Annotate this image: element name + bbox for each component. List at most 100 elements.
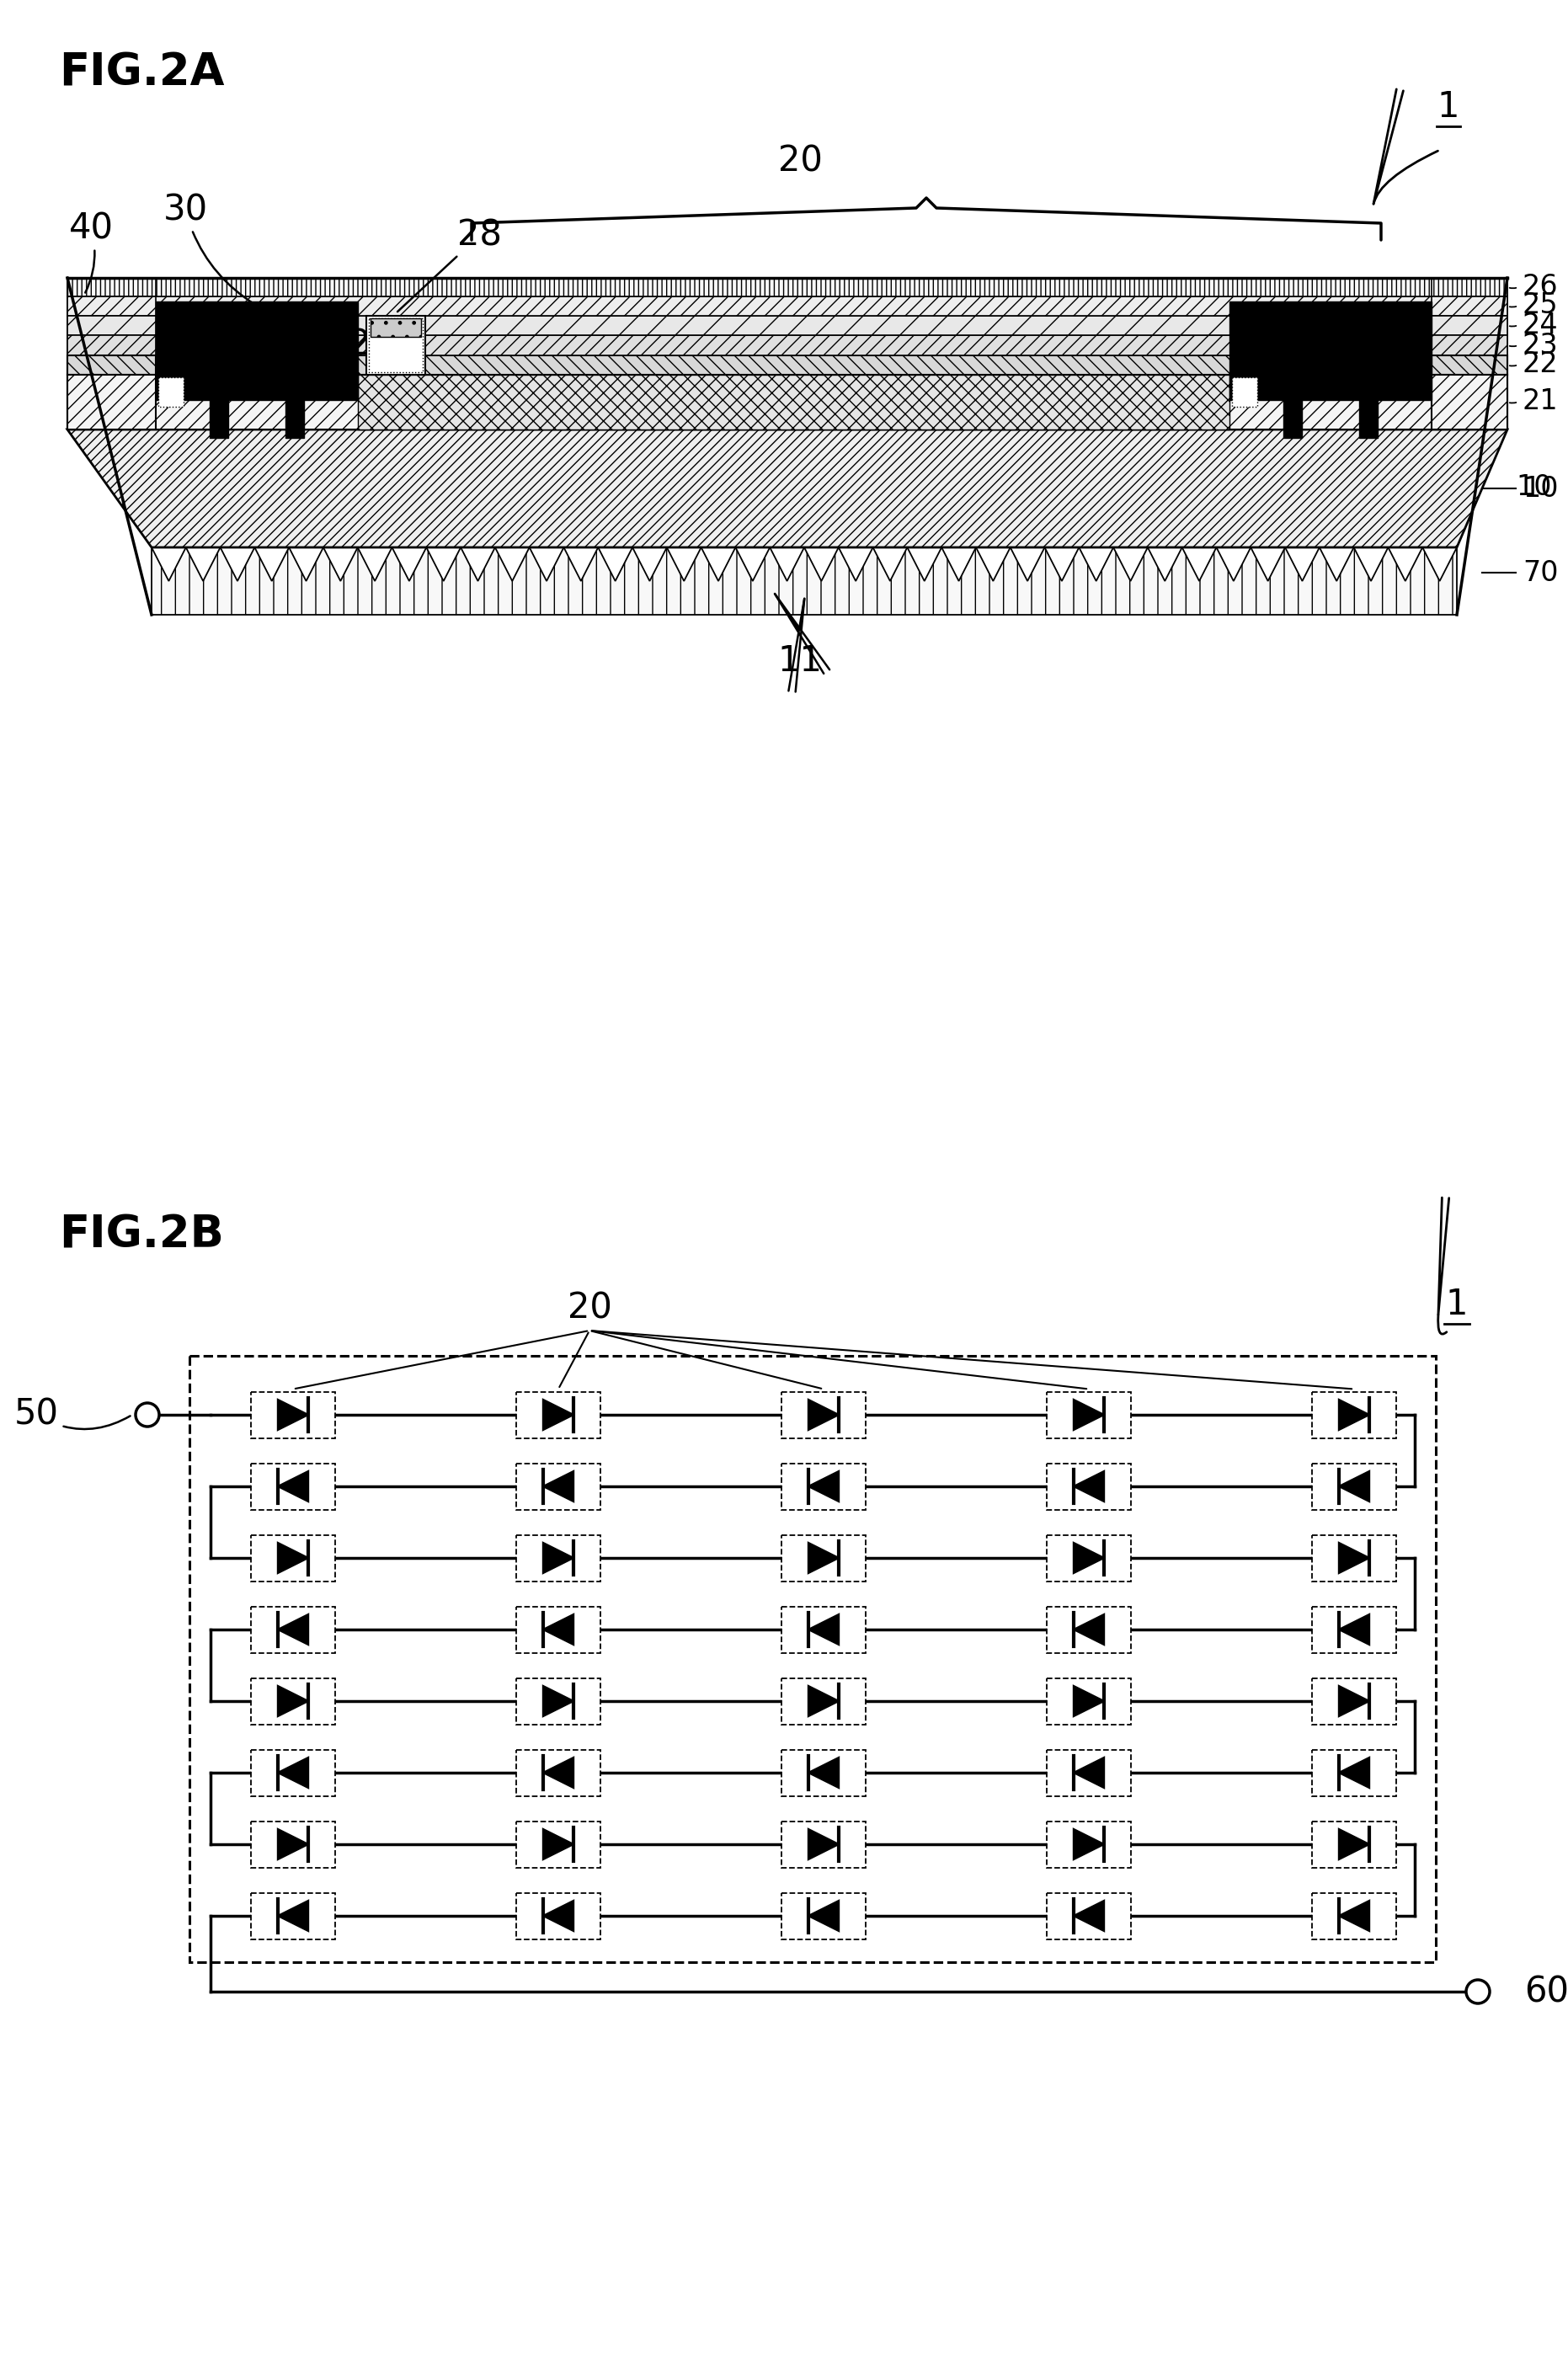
- Polygon shape: [543, 1472, 574, 1501]
- Bar: [155, 302, 358, 376]
- Polygon shape: [152, 548, 1457, 614]
- Text: 20: 20: [778, 144, 822, 180]
- Polygon shape: [278, 1543, 309, 1574]
- Bar: [1229, 302, 1432, 376]
- Bar: [190, 1356, 1436, 1961]
- Circle shape: [1466, 1980, 1490, 2004]
- Bar: [285, 399, 304, 437]
- Bar: [67, 354, 155, 376]
- Text: 1: 1: [1438, 90, 1460, 125]
- Bar: [1432, 295, 1507, 317]
- Bar: [1432, 279, 1507, 295]
- Bar: [1047, 1822, 1131, 1867]
- Bar: [251, 1463, 336, 1510]
- Bar: [251, 1749, 336, 1796]
- Bar: [67, 336, 1507, 354]
- Bar: [781, 1822, 866, 1867]
- Polygon shape: [543, 1614, 574, 1645]
- Bar: [368, 319, 423, 373]
- Bar: [1232, 378, 1258, 406]
- Polygon shape: [278, 1685, 309, 1716]
- Bar: [67, 279, 155, 295]
- Bar: [67, 376, 155, 430]
- Polygon shape: [1339, 1829, 1369, 1860]
- Polygon shape: [278, 1829, 309, 1860]
- Bar: [781, 1607, 866, 1652]
- Bar: [1312, 1463, 1396, 1510]
- Bar: [251, 1893, 336, 1940]
- Bar: [1312, 1392, 1396, 1439]
- Polygon shape: [1074, 1472, 1104, 1501]
- Bar: [67, 279, 1507, 295]
- Bar: [516, 1463, 601, 1510]
- Polygon shape: [543, 1758, 574, 1789]
- Bar: [158, 378, 183, 406]
- Polygon shape: [278, 1758, 309, 1789]
- Circle shape: [135, 1404, 160, 1427]
- Bar: [516, 1678, 601, 1725]
- Bar: [1312, 1893, 1396, 1940]
- Text: 60: 60: [1524, 1973, 1568, 2009]
- Text: 10: 10: [1523, 475, 1559, 503]
- Polygon shape: [543, 1829, 574, 1860]
- Bar: [1229, 376, 1432, 399]
- Text: 21: 21: [1523, 388, 1559, 416]
- Polygon shape: [1074, 1758, 1104, 1789]
- Polygon shape: [1074, 1829, 1104, 1860]
- Bar: [1312, 1822, 1396, 1867]
- Bar: [210, 399, 229, 437]
- Polygon shape: [1339, 1614, 1369, 1645]
- Bar: [251, 1536, 336, 1581]
- Text: 1: 1: [1446, 1288, 1468, 1323]
- Polygon shape: [1339, 1900, 1369, 1931]
- Bar: [1047, 1893, 1131, 1940]
- Bar: [67, 336, 155, 354]
- Bar: [516, 1822, 601, 1867]
- Bar: [370, 319, 422, 338]
- Bar: [1283, 399, 1301, 437]
- Text: 23: 23: [1523, 331, 1559, 359]
- Bar: [251, 1822, 336, 1867]
- Polygon shape: [1074, 1900, 1104, 1931]
- Bar: [1312, 1536, 1396, 1581]
- Polygon shape: [543, 1900, 574, 1931]
- Bar: [67, 376, 1507, 430]
- Bar: [1432, 354, 1507, 376]
- Bar: [781, 1463, 866, 1510]
- Polygon shape: [1074, 1399, 1104, 1430]
- Text: 25: 25: [1523, 291, 1559, 319]
- Bar: [251, 1392, 336, 1439]
- Bar: [251, 1607, 336, 1652]
- Polygon shape: [67, 430, 1507, 548]
- Polygon shape: [1339, 1543, 1369, 1574]
- Text: FIG.2A: FIG.2A: [60, 50, 224, 95]
- Polygon shape: [278, 1472, 309, 1501]
- Bar: [367, 317, 425, 376]
- Text: 22: 22: [1523, 350, 1559, 378]
- Bar: [1047, 1678, 1131, 1725]
- Polygon shape: [278, 1614, 309, 1645]
- Bar: [781, 1392, 866, 1439]
- Bar: [781, 1678, 866, 1725]
- Bar: [67, 317, 155, 336]
- Bar: [1312, 1678, 1396, 1725]
- Bar: [358, 376, 1229, 430]
- Text: FIG.2B: FIG.2B: [60, 1212, 224, 1257]
- Bar: [1312, 1749, 1396, 1796]
- Bar: [516, 1893, 601, 1940]
- Polygon shape: [543, 1399, 574, 1430]
- Bar: [781, 1749, 866, 1796]
- Bar: [1047, 1536, 1131, 1581]
- Text: 27: 27: [348, 326, 441, 388]
- Text: 26: 26: [1523, 274, 1559, 300]
- Bar: [1312, 1607, 1396, 1652]
- Bar: [1432, 336, 1507, 354]
- Polygon shape: [808, 1758, 839, 1789]
- Bar: [1432, 317, 1507, 336]
- Bar: [67, 295, 155, 317]
- Bar: [67, 317, 1507, 336]
- Bar: [1047, 1749, 1131, 1796]
- Polygon shape: [278, 1900, 309, 1931]
- Bar: [251, 1678, 336, 1725]
- Polygon shape: [808, 1685, 839, 1716]
